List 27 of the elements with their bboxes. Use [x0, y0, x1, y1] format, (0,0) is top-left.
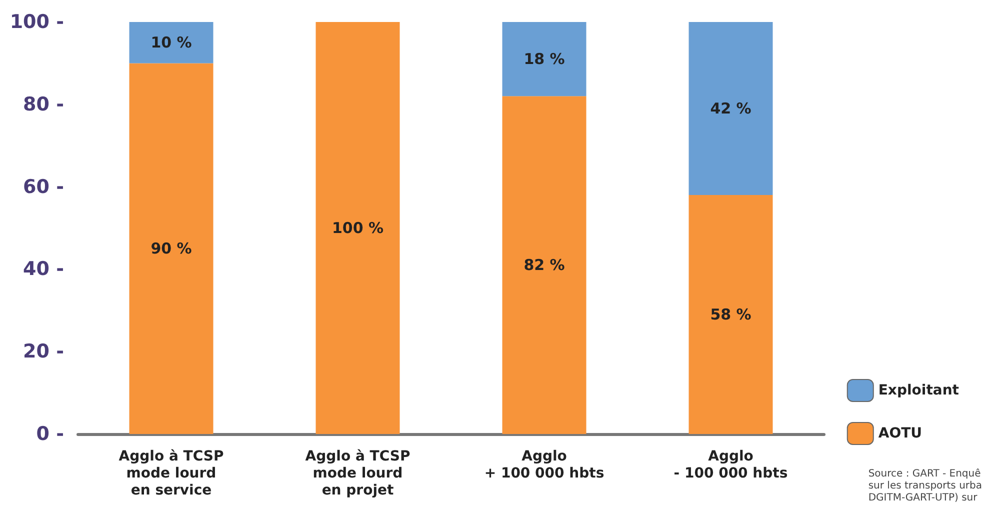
x-tick-label: Agglo à TCSP mode lourd en service	[118, 448, 224, 498]
y-tick-label: 20 -	[23, 340, 64, 363]
y-tick-label: 0 -	[36, 423, 64, 445]
y-tick-label: 40 -	[23, 258, 64, 280]
data-label: 58 %	[710, 306, 752, 324]
source-note: Source : GART - Enquê sur les transports urba DGITM-GART-UTP) sur	[868, 468, 982, 504]
y-tick-label: 100 -	[10, 11, 64, 33]
data-label: 18 %	[524, 50, 565, 68]
data-label: 42 %	[710, 100, 752, 118]
data-label: 100 %	[332, 219, 384, 237]
legend-label: AOTU	[878, 426, 922, 442]
bar	[688, 22, 773, 196]
data-label: 82 %	[524, 256, 565, 274]
bar	[129, 63, 214, 434]
x-tick-label: Agglo à TCSP mode lourd en projet	[305, 448, 410, 498]
legend-label: Exploitant	[878, 382, 960, 398]
x-tick-label: Agglo - 100 000 hbts	[674, 448, 788, 482]
data-label: 90 %	[150, 240, 192, 258]
data-label: 10 %	[150, 34, 192, 52]
y-tick-label: 80 -	[23, 93, 64, 116]
x-tick-label: Agglo + 100 000 hbts	[484, 448, 604, 482]
y-tick-label: 60 -	[23, 176, 64, 198]
bar	[688, 195, 773, 434]
bar	[502, 96, 586, 434]
bar	[502, 22, 586, 96]
bar	[316, 22, 400, 434]
bar	[129, 22, 214, 64]
